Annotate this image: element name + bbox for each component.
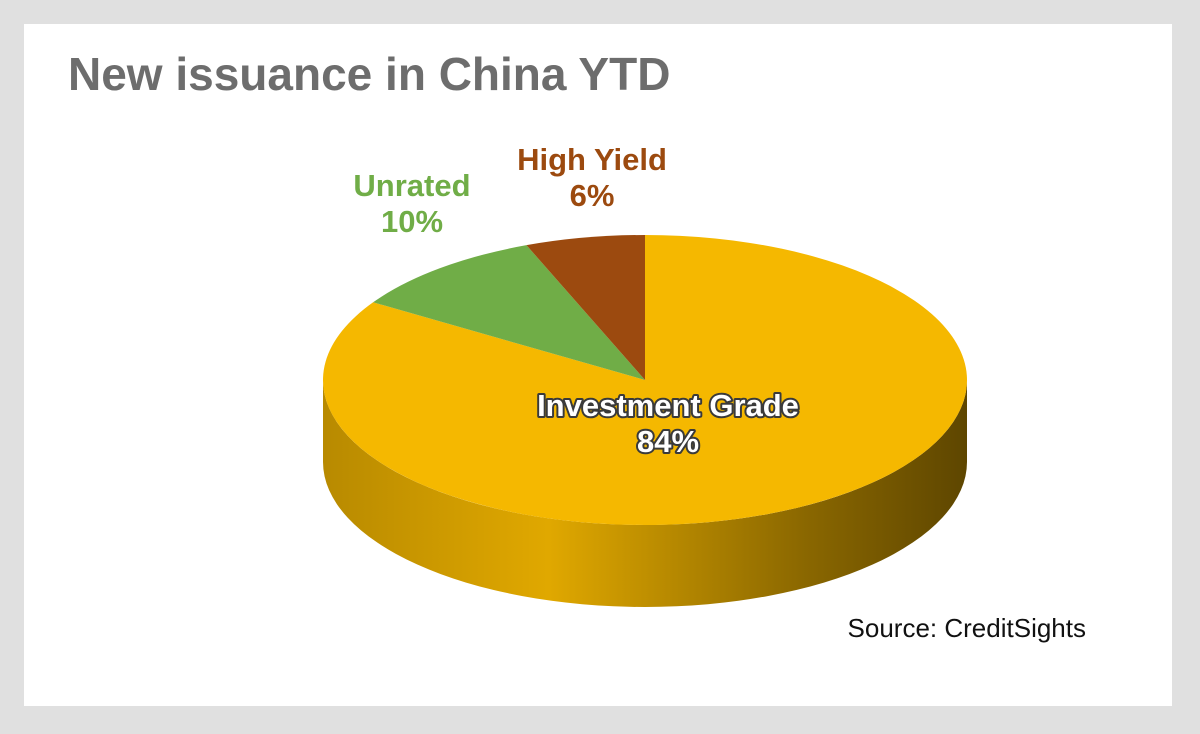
chart-title: New issuance in China YTD <box>68 48 670 100</box>
source-note: Source: CreditSights <box>848 613 1086 643</box>
slice-label: Investment Grade <box>537 388 799 423</box>
slice <box>526 235 645 380</box>
slice <box>373 245 645 380</box>
slice-label: Unrated <box>353 168 470 203</box>
slice-value-label: 10% <box>381 204 443 239</box>
slice-side <box>323 380 967 607</box>
slice-label: High Yield <box>517 142 667 177</box>
slice-value-label: 84% <box>637 424 699 459</box>
slice-value-label: 6% <box>570 178 615 213</box>
